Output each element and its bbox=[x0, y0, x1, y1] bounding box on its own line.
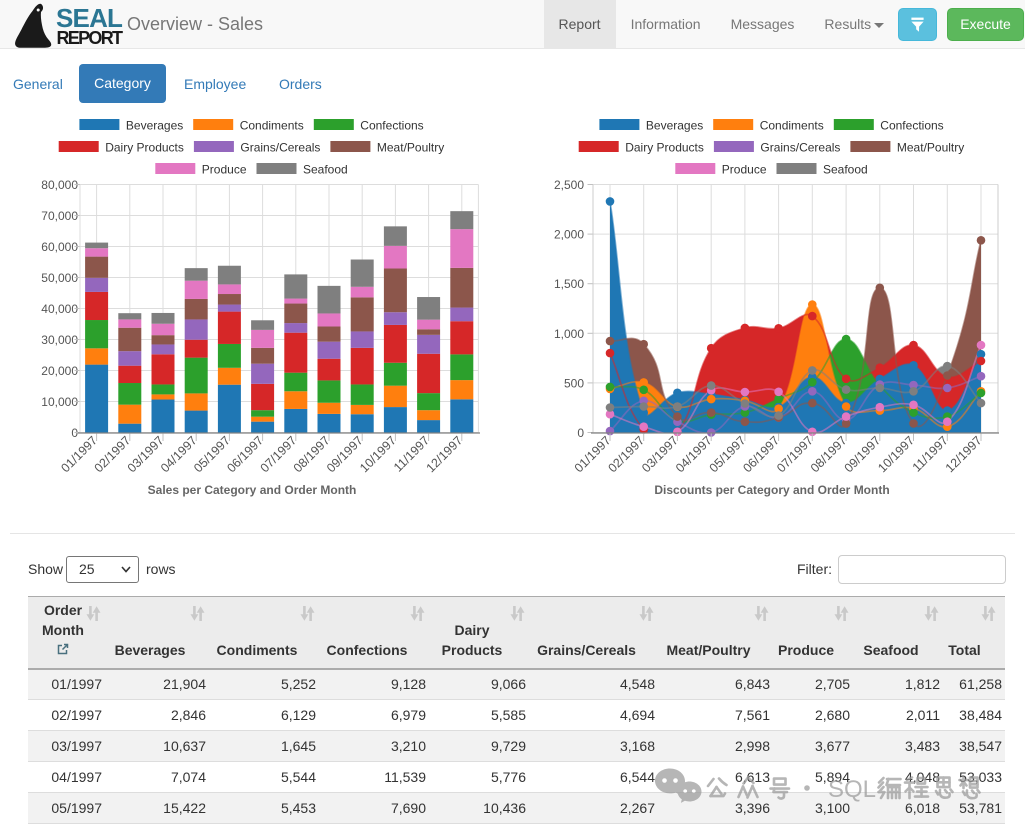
svg-text:80,000: 80,000 bbox=[41, 178, 78, 192]
svg-text:REPORT: REPORT bbox=[57, 28, 124, 48]
svg-text:2,500: 2,500 bbox=[554, 178, 584, 192]
svg-text:Discounts per Category and Ord: Discounts per Category and Order Month bbox=[654, 483, 889, 497]
svg-text:40,000: 40,000 bbox=[41, 302, 78, 316]
svg-text:0: 0 bbox=[577, 426, 584, 440]
svg-text:500: 500 bbox=[564, 376, 584, 390]
svg-text:Dairy Products: Dairy Products bbox=[105, 141, 184, 155]
svg-text:Sales per Category and Order M: Sales per Category and Order Month bbox=[148, 483, 357, 497]
svg-text:Confections: Confections bbox=[360, 119, 423, 133]
svg-text:08/1997: 08/1997 bbox=[808, 433, 850, 475]
svg-text:Confections: Confections bbox=[880, 119, 943, 133]
svg-text:1,500: 1,500 bbox=[554, 277, 584, 291]
svg-text:2,000: 2,000 bbox=[554, 228, 584, 242]
svg-text:Meat/Poultry: Meat/Poultry bbox=[897, 141, 964, 155]
svg-text:07/1997: 07/1997 bbox=[774, 433, 816, 475]
svg-text:Meat/Poultry: Meat/Poultry bbox=[377, 141, 444, 155]
svg-text:Dairy Products: Dairy Products bbox=[625, 141, 704, 155]
svg-text:Grains/Cereals: Grains/Cereals bbox=[760, 141, 840, 155]
svg-text:30,000: 30,000 bbox=[41, 333, 78, 347]
svg-text:1,000: 1,000 bbox=[554, 327, 584, 341]
svg-text:50,000: 50,000 bbox=[41, 271, 78, 285]
svg-text:Beverages: Beverages bbox=[646, 119, 703, 133]
svg-text:60,000: 60,000 bbox=[41, 240, 78, 254]
svg-text:10,000: 10,000 bbox=[41, 395, 78, 409]
svg-text:Produce: Produce bbox=[722, 163, 767, 177]
svg-text:12/1997: 12/1997 bbox=[424, 433, 466, 475]
svg-text:SEAL: SEAL bbox=[56, 3, 123, 33]
svg-text:05/1997: 05/1997 bbox=[707, 433, 749, 475]
svg-text:Seafood: Seafood bbox=[303, 163, 348, 177]
svg-text:10/1997: 10/1997 bbox=[357, 433, 399, 475]
svg-text:Beverages: Beverages bbox=[126, 119, 183, 133]
svg-text:02/1997: 02/1997 bbox=[605, 433, 647, 475]
svg-text:Seafood: Seafood bbox=[823, 163, 868, 177]
svg-text:06/1997: 06/1997 bbox=[740, 433, 782, 475]
svg-text:20,000: 20,000 bbox=[41, 364, 78, 378]
svg-text:Condiments: Condiments bbox=[240, 119, 304, 133]
svg-text:Produce: Produce bbox=[202, 163, 247, 177]
svg-text:70,000: 70,000 bbox=[41, 209, 78, 223]
svg-text:03/1997: 03/1997 bbox=[639, 433, 681, 475]
svg-text:Condiments: Condiments bbox=[760, 119, 824, 133]
svg-text:Grains/Cereals: Grains/Cereals bbox=[240, 141, 320, 155]
svg-text:10/1997: 10/1997 bbox=[875, 433, 917, 475]
svg-text:04/1997: 04/1997 bbox=[673, 433, 715, 475]
svg-text:12/1997: 12/1997 bbox=[943, 433, 985, 475]
svg-text:09/1997: 09/1997 bbox=[842, 433, 884, 475]
